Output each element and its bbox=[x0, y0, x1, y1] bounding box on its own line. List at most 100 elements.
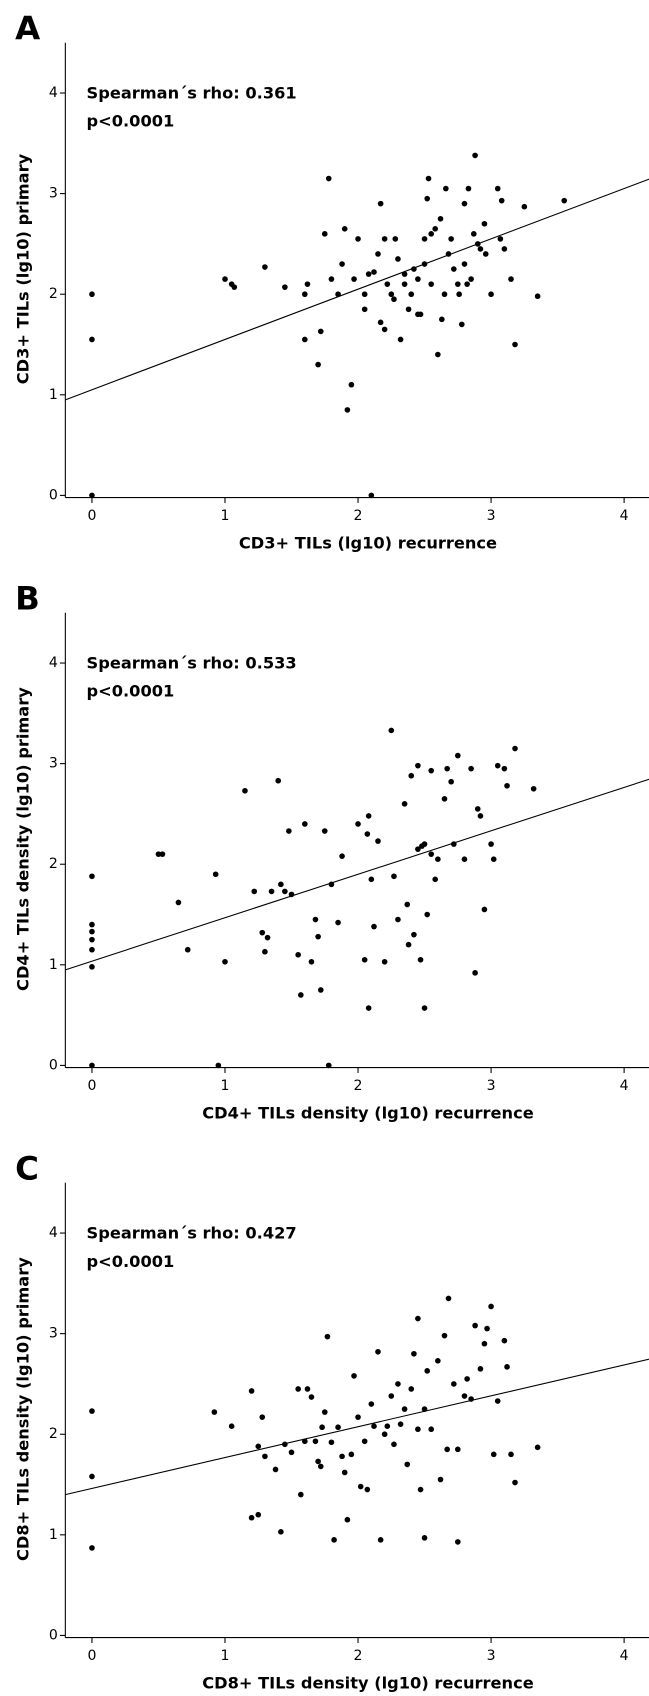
point bbox=[421, 1406, 428, 1412]
point bbox=[371, 1423, 377, 1430]
point bbox=[481, 1340, 488, 1347]
point bbox=[282, 1441, 288, 1448]
point bbox=[364, 831, 371, 837]
point bbox=[298, 992, 304, 998]
x-tick-label: 3 bbox=[487, 1078, 496, 1094]
point bbox=[355, 821, 361, 827]
point bbox=[458, 321, 465, 328]
point bbox=[445, 251, 452, 257]
y-axis-title: CD3+ TILs (lg10) primary bbox=[13, 153, 32, 384]
x-tick-label: 1 bbox=[221, 1648, 230, 1664]
point bbox=[464, 281, 470, 287]
point bbox=[432, 876, 439, 883]
point bbox=[395, 256, 401, 262]
y-tick-label: 4 bbox=[49, 85, 58, 101]
point bbox=[321, 828, 328, 834]
point bbox=[317, 328, 324, 335]
point bbox=[335, 1424, 341, 1431]
point bbox=[264, 934, 271, 941]
y-axis-title: CD8+ TILs density (lg10) primary bbox=[13, 1257, 32, 1561]
point bbox=[368, 492, 375, 499]
panel: A 0 1 2 3 4 0 1 2 3 4 CD3+ TILs (lg10) recurrence CD… bbox=[13, 9, 649, 553]
x-tick-label: 4 bbox=[620, 1078, 629, 1094]
point bbox=[461, 1393, 468, 1399]
point bbox=[312, 1438, 319, 1445]
point bbox=[212, 871, 219, 878]
point bbox=[451, 1381, 457, 1387]
x-tick-label: 2 bbox=[354, 1648, 363, 1664]
point bbox=[534, 1444, 541, 1451]
point bbox=[461, 200, 468, 207]
point bbox=[302, 821, 308, 827]
x-tick-label: 4 bbox=[620, 508, 629, 524]
point bbox=[355, 236, 361, 242]
point bbox=[468, 1396, 474, 1402]
point bbox=[428, 281, 435, 287]
point bbox=[477, 1366, 484, 1372]
point bbox=[472, 1322, 478, 1329]
point bbox=[484, 1325, 490, 1332]
point bbox=[512, 745, 518, 752]
point bbox=[286, 828, 292, 834]
point bbox=[474, 806, 481, 812]
point bbox=[89, 1408, 95, 1414]
point bbox=[534, 293, 541, 300]
point bbox=[335, 291, 341, 298]
point bbox=[441, 1332, 448, 1339]
x-tick-label: 2 bbox=[354, 1078, 363, 1094]
panel: C 0 1 2 3 4 0 1 2 3 4 CD8+ TILs density (lg10) recu… bbox=[13, 1149, 649, 1693]
panel-letter: A bbox=[15, 9, 40, 47]
point bbox=[421, 841, 428, 847]
point bbox=[315, 361, 321, 368]
point bbox=[417, 311, 424, 318]
point bbox=[321, 231, 328, 237]
point bbox=[461, 261, 468, 267]
point bbox=[377, 1537, 384, 1543]
point bbox=[508, 276, 514, 282]
x-tick-label: 3 bbox=[487, 1648, 496, 1664]
point bbox=[464, 1376, 470, 1382]
point bbox=[302, 1438, 308, 1445]
panel: B 0 1 2 3 4 0 1 2 3 4 CD4+ TILs density (lg10) recu… bbox=[13, 579, 649, 1123]
point bbox=[295, 951, 301, 958]
point bbox=[481, 906, 488, 913]
point bbox=[388, 1393, 395, 1399]
point bbox=[365, 813, 372, 819]
point bbox=[282, 284, 288, 290]
point bbox=[89, 1545, 95, 1551]
point bbox=[530, 785, 537, 792]
point bbox=[405, 941, 412, 948]
fit-line bbox=[65, 778, 649, 971]
point bbox=[481, 220, 488, 227]
point bbox=[365, 1005, 372, 1011]
point bbox=[222, 958, 228, 965]
point bbox=[504, 782, 510, 789]
point bbox=[482, 251, 489, 257]
point bbox=[391, 1441, 397, 1448]
point bbox=[391, 873, 397, 880]
y-tick-label: 0 bbox=[49, 1627, 58, 1643]
point bbox=[255, 1443, 262, 1450]
point bbox=[381, 958, 388, 965]
x-tick-label: 4 bbox=[620, 1648, 629, 1664]
point bbox=[435, 351, 441, 358]
point bbox=[331, 1537, 337, 1543]
point bbox=[421, 236, 428, 242]
x-axis-title: CD3+ TILs (lg10) recurrence bbox=[239, 534, 497, 553]
x-tick-label: 0 bbox=[87, 1078, 96, 1094]
point bbox=[215, 1062, 222, 1069]
point bbox=[361, 1438, 368, 1445]
point bbox=[295, 1386, 301, 1392]
point bbox=[377, 319, 384, 326]
point bbox=[89, 492, 95, 499]
fit-line bbox=[65, 1358, 649, 1496]
point bbox=[408, 772, 415, 779]
point bbox=[494, 185, 501, 192]
point bbox=[437, 215, 444, 222]
point bbox=[262, 1453, 268, 1460]
y-tick-label: 3 bbox=[49, 756, 58, 772]
point bbox=[415, 762, 421, 769]
point bbox=[328, 1439, 335, 1446]
point bbox=[443, 185, 449, 192]
point bbox=[474, 241, 481, 247]
